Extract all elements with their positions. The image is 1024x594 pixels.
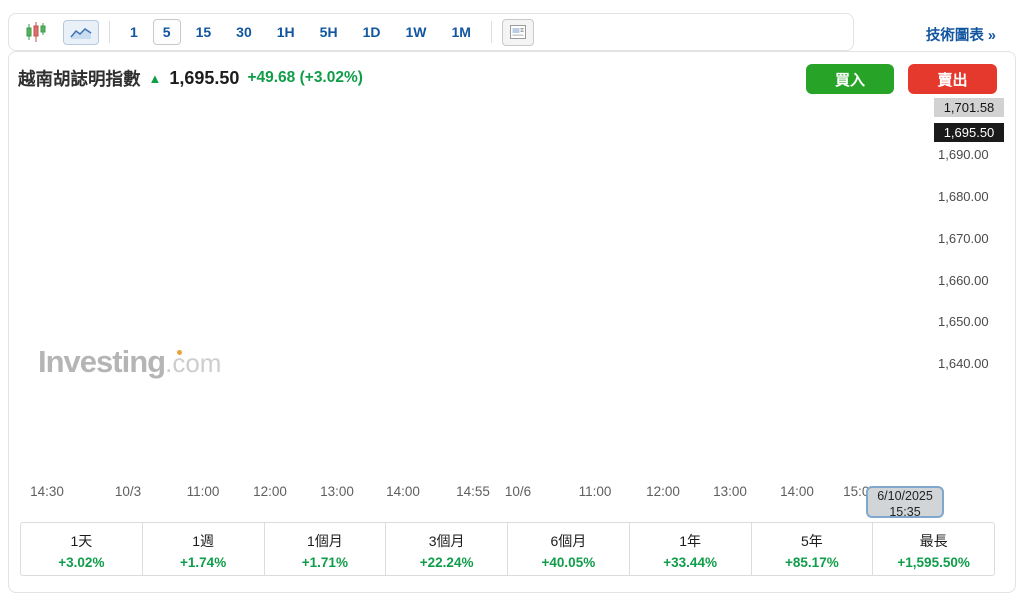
- crosshair-time-tooltip: 6/10/2025 15:35: [866, 486, 944, 519]
- x-axis-label: 13:00: [320, 484, 354, 499]
- timeframe-button-30[interactable]: 30: [226, 19, 262, 45]
- last-price: 1,695.50: [169, 67, 240, 88]
- chart-toolbar: 1 5 15 30 1H 5H 1D 1W 1M: [8, 13, 854, 51]
- toolbar-divider: [490, 21, 492, 43]
- y-axis-label: 1,650.00: [938, 314, 989, 330]
- x-axis-label: 12:00: [253, 484, 287, 499]
- perf-change: +33.44%: [663, 555, 717, 570]
- x-axis-label: 11:00: [186, 484, 220, 499]
- timeframe-button-1m[interactable]: 1M: [441, 19, 480, 45]
- perf-cell-1年: 1年 +33.44%: [630, 523, 752, 575]
- y-axis-label: 1,670.00: [938, 230, 989, 246]
- area-chart-button[interactable]: [63, 19, 99, 45]
- perf-change: +1.71%: [301, 555, 348, 570]
- perf-period: 1週: [192, 533, 215, 549]
- chart-panel: [8, 51, 1016, 593]
- timeframe-button-1h[interactable]: 1H: [267, 19, 305, 45]
- x-axis-label: 10/6: [504, 484, 532, 499]
- news-view-button[interactable]: [501, 18, 534, 46]
- area-chart-icon: [70, 27, 92, 39]
- x-axis-label: 14:00: [386, 484, 420, 499]
- perf-cell-1週: 1週 +1.74%: [143, 523, 265, 575]
- perf-period: 1天: [70, 533, 93, 549]
- sell-button[interactable]: 賣出: [908, 64, 997, 94]
- perf-cell-1天: 1天 +3.02%: [21, 523, 143, 575]
- x-axis-label: 12:00: [646, 484, 680, 499]
- x-axis-label: 11:00: [578, 484, 612, 499]
- perf-cell-6個月: 6個月 +40.05%: [508, 523, 630, 575]
- perf-change: +1.74%: [180, 555, 227, 570]
- last-price-label: 1,695.50: [934, 123, 1004, 143]
- watermark-main: Investing: [38, 344, 166, 379]
- perf-period: 5年: [800, 533, 823, 549]
- perf-period: 6個月: [550, 533, 587, 549]
- x-axis-label: 14:00: [780, 484, 814, 499]
- x-axis-label: 10/3: [114, 484, 142, 499]
- perf-cell-最長: 最長 +1,595.50%: [873, 523, 994, 575]
- perf-change: +3.02%: [58, 555, 105, 570]
- instrument-header: 越南胡誌明指數 ▲ 1,695.50 +49.68 (+3.02%): [18, 62, 363, 94]
- candlestick-chart-button[interactable]: [21, 19, 53, 45]
- timeframe-button-1[interactable]: 1: [120, 19, 148, 45]
- timeframe-button-5[interactable]: 5: [152, 19, 181, 45]
- perf-period: 1年: [679, 533, 702, 549]
- candlestick-icon: [26, 22, 46, 42]
- perf-change: +40.05%: [541, 555, 596, 570]
- perf-cell-1個月: 1個月 +1.71%: [265, 523, 387, 575]
- up-arrow-icon: ▲: [148, 70, 162, 86]
- buy-button[interactable]: 買入: [806, 64, 894, 94]
- timeframe-button-5h[interactable]: 5H: [310, 19, 348, 45]
- y-axis-label: 1,680.00: [938, 188, 989, 204]
- crosshair-price-label: 1,701.58: [934, 97, 1004, 117]
- tooltip-time: 15:35: [889, 504, 921, 519]
- timeframe-button-15[interactable]: 15: [186, 19, 222, 45]
- perf-change: +22.24%: [419, 555, 474, 570]
- investing-watermark: Investing.com: [38, 344, 221, 380]
- perf-change: +85.17%: [785, 555, 839, 570]
- tooltip-date: 6/10/2025: [877, 489, 933, 503]
- instrument-name: 越南胡誌明指數: [18, 68, 141, 89]
- news-icon: [509, 25, 526, 39]
- timeframe-list: 1 5 15 30 1H 5H 1D 1W 1M: [120, 19, 481, 45]
- x-axis-label: 13:00: [713, 484, 747, 499]
- technical-chart-link[interactable]: 技術圖表 »: [925, 28, 996, 44]
- perf-period: 3個月: [428, 533, 465, 549]
- perf-period: 最長: [919, 533, 948, 549]
- x-axis-label: 14:30: [30, 484, 64, 499]
- timeframe-button-1w[interactable]: 1W: [395, 19, 436, 45]
- x-axis-label: 14:55: [456, 484, 490, 499]
- price-change: +49.68 (+3.02%): [247, 69, 363, 86]
- performance-table: 1天 +3.02% 1週 +1.74% 1個月 +1.71% 3個月 +22.24% 6個月 +4…: [20, 522, 995, 576]
- perf-cell-5年: 5年 +85.17%: [752, 523, 874, 575]
- perf-cell-3個月: 3個月 +22.24%: [386, 523, 508, 575]
- y-axis-label: 1,660.00: [938, 272, 989, 288]
- y-axis-label: 1,690.00: [938, 147, 989, 163]
- perf-period: 1個月: [306, 533, 343, 549]
- toolbar-divider: [109, 21, 110, 43]
- y-axis-label: 1,640.00: [938, 356, 989, 372]
- timeframe-button-1d[interactable]: 1D: [353, 19, 391, 45]
- perf-change: +1,595.50%: [897, 555, 970, 570]
- watermark-dot: [177, 350, 182, 355]
- watermark-suffix: .com: [165, 348, 222, 378]
